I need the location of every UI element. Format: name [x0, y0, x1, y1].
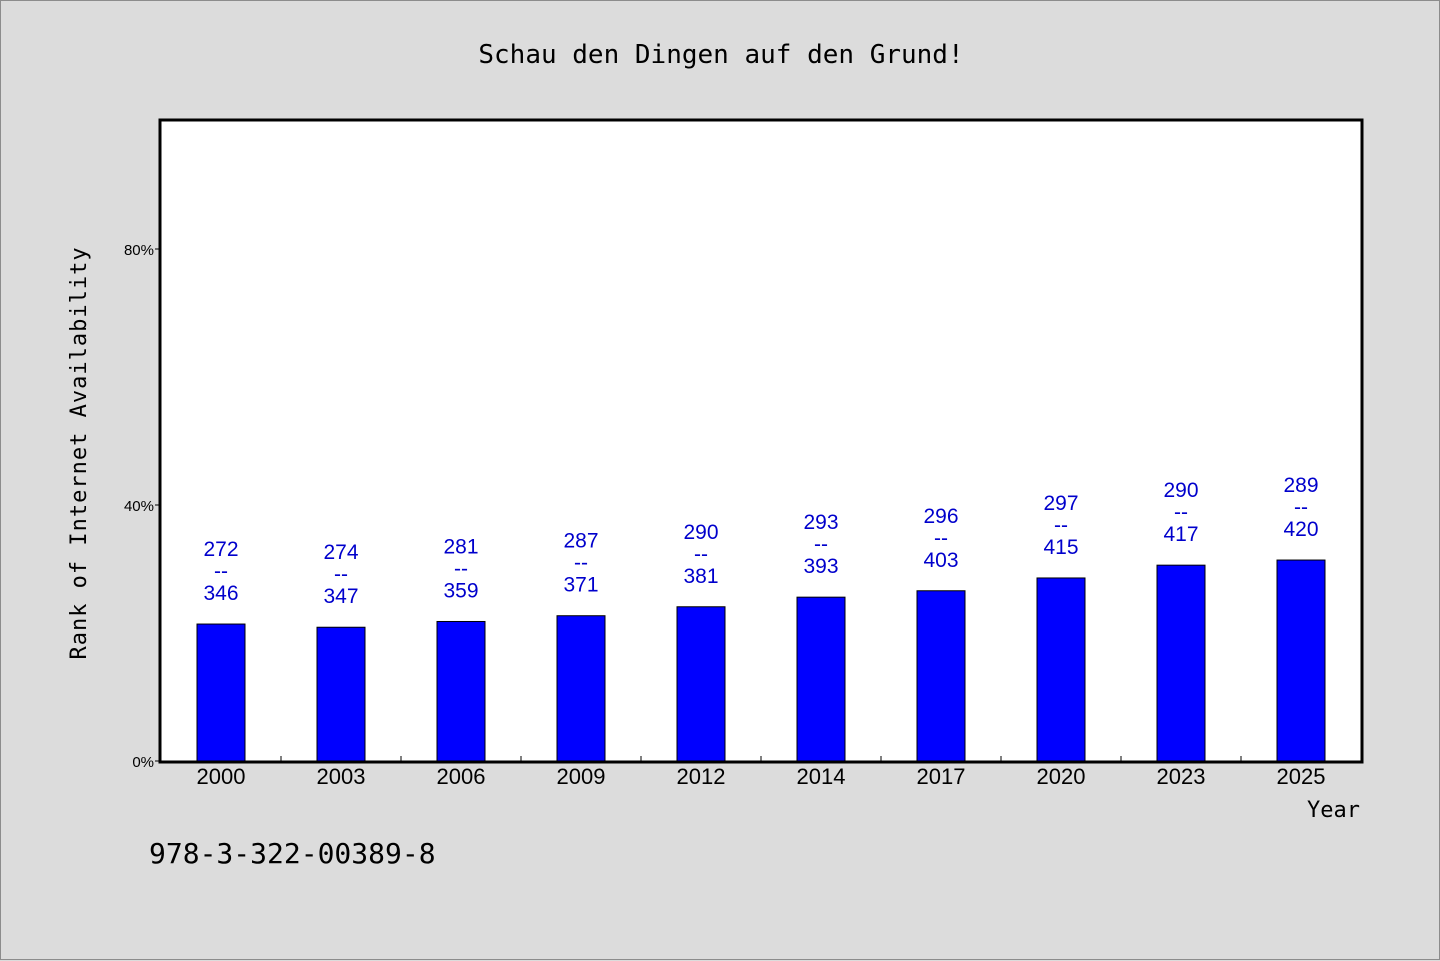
data-label-top-2023: 290: [1163, 479, 1198, 502]
bar-2003: [316, 626, 366, 762]
y-tick-label: 40%: [124, 498, 154, 515]
x-tick-label-2006: 2006: [437, 764, 486, 789]
x-tick-label-2012: 2012: [677, 764, 726, 789]
x-axis: 2000 2003 2006 2009 2012 2014 2017 2020 2023 2025: [197, 756, 1326, 789]
x-axis-label: Year: [1307, 798, 1360, 823]
data-label-bottom-2000: 346: [203, 582, 238, 605]
y-axis: 0% 40% 80%: [124, 242, 161, 771]
bar-2017: [916, 590, 966, 762]
chart-title: Schau den Dingen auf den Grund!: [478, 40, 963, 70]
data-label-top-2012: 290: [683, 521, 718, 544]
bar-2009: [556, 615, 606, 762]
data-label-top-2020: 297: [1043, 492, 1078, 515]
bar-2020: [1036, 577, 1086, 762]
isbn-footnote: 978-3-322-00389-8: [149, 837, 436, 870]
x-tick-label-2020: 2020: [1037, 764, 1086, 789]
data-label-separator-2025: --: [1294, 496, 1308, 519]
y-axis-label: Rank of Internet Availability: [67, 246, 92, 659]
data-label-top-2006: 281: [443, 535, 478, 558]
data-labels-layer: 272--346274--347281--359287--371290--381…: [203, 474, 1318, 608]
bar-2023: [1156, 564, 1206, 762]
data-label-top-2025: 289: [1283, 474, 1318, 497]
data-label-top-2000: 272: [203, 538, 238, 561]
data-label-bottom-2014: 393: [803, 555, 838, 578]
x-tick-label-2003: 2003: [317, 764, 366, 789]
data-label-top-2003: 274: [323, 541, 358, 564]
data-label-bottom-2023: 417: [1163, 523, 1198, 546]
bar-2012: [676, 606, 726, 762]
y-tick-label: 0%: [132, 754, 154, 771]
x-tick-label-2000: 2000: [197, 764, 246, 789]
data-label-bottom-2012: 381: [683, 565, 718, 588]
data-label-separator-2017: --: [934, 527, 948, 550]
data-label-bottom-2006: 359: [443, 579, 478, 602]
data-label-bottom-2017: 403: [923, 549, 958, 572]
bar-2025: [1276, 559, 1326, 762]
x-tick-label-2025: 2025: [1277, 764, 1326, 789]
bar-2014: [796, 596, 846, 762]
data-label-separator-2009: --: [574, 552, 588, 575]
data-label-bottom-2020: 415: [1043, 536, 1078, 559]
data-label-top-2017: 296: [923, 505, 958, 528]
bar-2006: [436, 620, 486, 762]
x-tick-label-2009: 2009: [557, 764, 606, 789]
x-tick-label-2023: 2023: [1157, 764, 1206, 789]
y-tick-label: 80%: [124, 242, 154, 259]
data-label-top-2014: 293: [803, 511, 838, 534]
bar-2000: [196, 623, 246, 762]
data-label-separator-2003: --: [334, 563, 348, 586]
x-tick-label-2017: 2017: [917, 764, 966, 789]
data-label-top-2009: 287: [563, 530, 598, 553]
data-label-separator-2023: --: [1174, 501, 1188, 524]
data-label-bottom-2025: 420: [1283, 518, 1318, 541]
data-label-bottom-2009: 371: [563, 574, 598, 597]
bars-layer: [196, 559, 1326, 762]
data-label-separator-2014: --: [814, 533, 828, 556]
data-label-separator-2020: --: [1054, 514, 1068, 537]
data-label-bottom-2003: 347: [323, 585, 358, 608]
data-label-separator-2012: --: [694, 543, 708, 566]
x-tick-label-2014: 2014: [797, 764, 846, 789]
data-label-separator-2006: --: [454, 557, 468, 580]
data-label-separator-2000: --: [214, 560, 228, 583]
